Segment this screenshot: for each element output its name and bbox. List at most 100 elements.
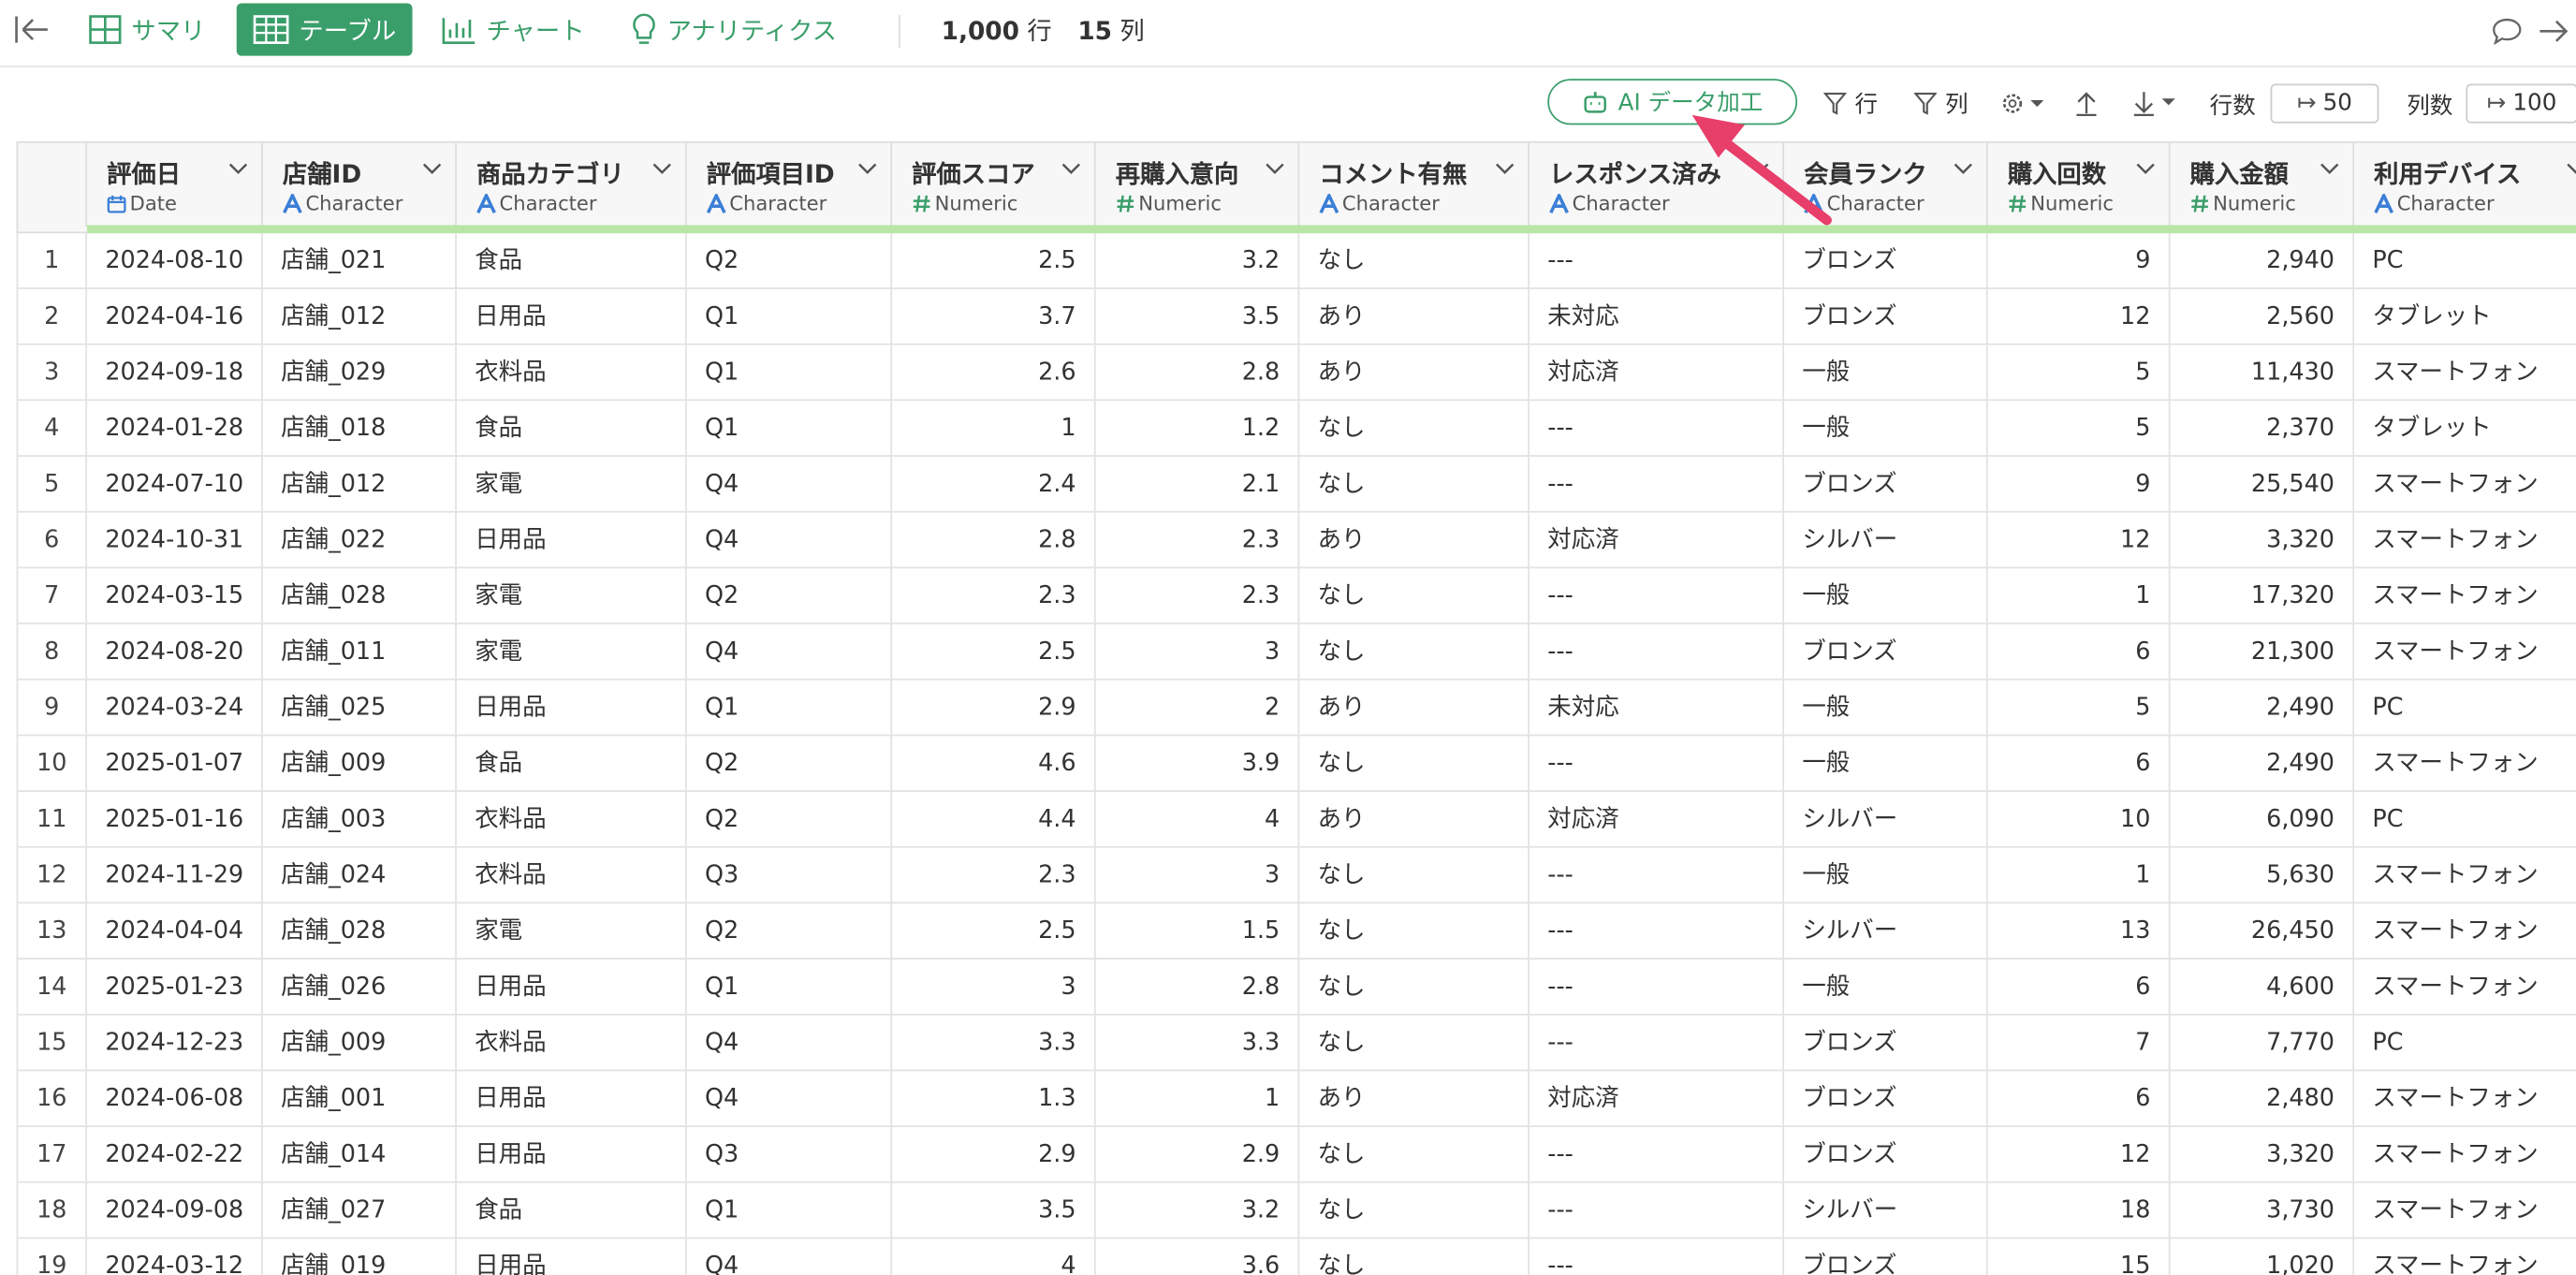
table-cell: 17,320	[2170, 568, 2355, 624]
sort-caret[interactable]	[1061, 163, 1081, 176]
table-cell: ---	[1529, 456, 1785, 513]
settings-icon[interactable]	[1999, 91, 2049, 117]
table-cell: 店舗_011	[262, 623, 457, 681]
column-header[interactable]: 購入回数 Numeric	[1988, 142, 2171, 227]
sort-caret[interactable]	[1265, 163, 1284, 176]
table-cell: ブロンズ	[1784, 456, 1988, 513]
row-number: 3	[16, 344, 88, 402]
table-cell: 12	[1987, 1126, 2171, 1183]
table-cell: 家電	[456, 623, 687, 681]
column-header[interactable]: 店舗ID Character	[263, 142, 457, 227]
table-cell: 3.2	[1095, 233, 1300, 289]
table-cell: PC	[2354, 1016, 2576, 1072]
table-cell: 店舗_024	[262, 847, 457, 904]
download-icon[interactable]	[2130, 89, 2180, 119]
tab-analytics[interactable]: アナリティクス	[614, 4, 853, 56]
table-cell: なし	[1299, 568, 1530, 624]
sort-caret[interactable]	[1749, 163, 1769, 176]
table-cell: 2024-03-24	[87, 680, 263, 737]
table-cell: なし	[1299, 959, 1530, 1016]
column-header[interactable]: 購入金額 Numeric	[2170, 142, 2355, 227]
type-label: Character	[729, 192, 827, 215]
column-header[interactable]: 評価日 Date	[87, 142, 263, 227]
table-cell: 7,770	[2170, 1015, 2355, 1072]
upload-icon[interactable]	[2073, 89, 2100, 119]
tab-summary[interactable]: サマリ	[72, 4, 222, 56]
type-icon	[1117, 195, 1134, 212]
table-cell: 4	[1095, 791, 1300, 848]
table-cell: ---	[1529, 959, 1785, 1016]
table-cell: 25,540	[2170, 456, 2355, 513]
table-cell: 3,730	[2170, 1182, 2355, 1239]
column-header[interactable]: 評価項目ID Character	[687, 142, 893, 227]
table-cell: 2024-08-10	[87, 233, 263, 289]
count: 1,000	[941, 16, 1019, 47]
table-cell: 2024-04-16	[87, 288, 263, 345]
column-header[interactable]: 再購入意向 Numeric	[1096, 142, 1300, 227]
col-filter[interactable]: 列	[1913, 87, 1969, 120]
type-icon	[1549, 194, 1569, 214]
comment-icon[interactable]	[2491, 17, 2524, 47]
table-cell: 2024-03-12	[87, 1238, 263, 1275]
table-cell: 1,020	[2170, 1238, 2355, 1275]
sort-caret[interactable]	[1954, 163, 1973, 176]
table-cell: 店舗_021	[262, 233, 457, 289]
row-filter[interactable]: 行	[1823, 87, 1878, 120]
row-number: 15	[16, 1015, 88, 1072]
sort-caret[interactable]	[228, 163, 248, 176]
sort-caret[interactable]	[2566, 163, 2576, 176]
sort-caret[interactable]	[1495, 163, 1515, 176]
sort-caret[interactable]	[2136, 163, 2156, 176]
table-cell: 2024-01-28	[87, 401, 263, 457]
rows-input[interactable]: ↦ 50	[2270, 83, 2379, 124]
column-header[interactable]: レスポンス済み Character	[1530, 142, 1785, 227]
table-cell: 2,940	[2170, 233, 2355, 289]
collapse-icon[interactable]	[13, 15, 50, 45]
table-cell: あり	[1299, 288, 1530, 345]
cols-input[interactable]: ↦ 100	[2466, 83, 2576, 124]
column-header[interactable]: 評価スコア Numeric	[892, 142, 1096, 227]
type-label: Numeric	[2030, 192, 2114, 215]
column-header[interactable]: 利用デバイス Character	[2354, 143, 2576, 227]
table-cell: あり	[1299, 512, 1530, 569]
table-cell: 店舗_027	[262, 1182, 457, 1239]
table-cell: 2,560	[2170, 288, 2355, 345]
separator	[0, 66, 2576, 67]
sort-caret[interactable]	[652, 163, 672, 176]
table-cell: あり	[1299, 791, 1530, 848]
cols-label: 列数	[2407, 94, 2453, 121]
column-header[interactable]: 商品カテゴリ Character	[457, 142, 687, 227]
column-name: 評価スコア	[912, 159, 1035, 189]
ai-button[interactable]: AI データ加工	[1547, 79, 1798, 125]
sort-caret[interactable]	[422, 163, 442, 176]
table-cell: 一般	[1784, 568, 1988, 624]
table-cell: Q2	[686, 233, 893, 289]
column-header[interactable]: コメント有無 Character	[1299, 142, 1530, 227]
table-cell: 2.5	[892, 903, 1096, 960]
value: 50	[2322, 90, 2352, 117]
table-cell: なし	[1299, 1182, 1530, 1239]
type-label: Numeric	[2213, 192, 2296, 215]
table-cell: あり	[1299, 680, 1530, 737]
sort-caret[interactable]	[857, 163, 877, 176]
table-cell: 3.7	[892, 288, 1096, 345]
column-header[interactable]: 会員ランク Character	[1784, 142, 1988, 227]
sort-caret[interactable]	[2320, 163, 2339, 176]
table-cell: 2025-01-07	[87, 736, 263, 792]
table-cell: 4	[892, 1238, 1096, 1275]
table-cell: 12	[1987, 288, 2171, 345]
table-cell: Q4	[686, 623, 893, 681]
arrow-icon[interactable]	[2537, 17, 2573, 47]
table-cell: 2024-11-29	[87, 847, 263, 904]
table-cell: スマートフォン	[2354, 624, 2576, 681]
unit: 列	[1120, 16, 1145, 47]
table-cell: 店舗_012	[262, 288, 457, 345]
type-icon	[706, 194, 726, 214]
table-cell: 3.2	[1095, 1182, 1300, 1239]
row-number: 9	[16, 680, 88, 737]
tab-chart[interactable]: チャート	[424, 4, 601, 56]
tab-table[interactable]: テーブル	[236, 3, 413, 56]
table-cell: 店舗_018	[262, 401, 457, 457]
table-cell: 2.1	[1095, 456, 1300, 513]
table-cell: 2.9	[892, 680, 1096, 737]
